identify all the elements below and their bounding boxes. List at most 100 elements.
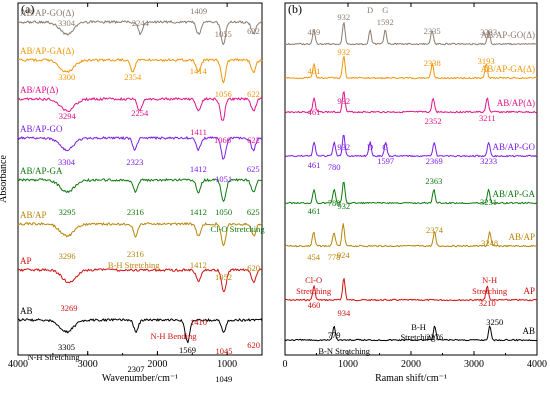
peak-annotation: 1412 <box>190 260 207 270</box>
plot-frame <box>17 2 263 356</box>
peak-annotation: 1409 <box>190 6 207 16</box>
peak-annotation: 3248 <box>481 238 498 248</box>
peak-annotation: 1412 <box>190 164 207 174</box>
peak-annotation: 3305 <box>58 342 75 352</box>
series-label: AB/AP <box>20 210 47 220</box>
series-label: AP <box>523 286 535 296</box>
series-label: AB <box>522 326 535 336</box>
peak-annotation: 1051 <box>215 174 232 184</box>
series-line-7 <box>17 318 263 344</box>
peak-annotation: 778 <box>328 252 341 262</box>
x-tick-label: 2000 <box>401 359 421 370</box>
peak-annotation: N-H <box>482 275 497 285</box>
peak-annotation: 461 <box>308 206 321 216</box>
peak-annotation: 3211 <box>479 113 496 123</box>
peak-annotation: Stretching <box>400 332 436 342</box>
peak-annotation: 625 <box>247 207 260 217</box>
peak-annotation: 3233 <box>480 27 497 37</box>
series-line-3 <box>17 136 263 160</box>
x-tick-label: 1000 <box>217 359 237 370</box>
peak-annotation: 1049 <box>215 374 232 384</box>
x-tick-label: 1000 <box>338 359 358 370</box>
y-axis-title: Absorbance <box>0 155 9 203</box>
x-tick-label: 4000 <box>8 359 28 370</box>
series-line-3 <box>284 134 538 158</box>
peak-annotation: 2307 <box>128 364 145 374</box>
series-line-2 <box>18 97 263 121</box>
peak-annotation: Stretching <box>296 286 332 296</box>
peak-annotation: 2363 <box>425 176 442 186</box>
series-label: AB <box>20 306 33 316</box>
peak-annotation: 461 <box>308 160 321 170</box>
peak-annotation: 779 <box>328 330 341 340</box>
peak-annotation: 2254 <box>131 108 149 118</box>
series-line-1 <box>284 56 538 80</box>
peak-annotation: 625 <box>247 164 260 174</box>
series-line-7 <box>284 325 538 342</box>
peak-annotation: 2352 <box>425 116 442 126</box>
peak-annotation: N-H Bending <box>150 331 197 341</box>
peak-annotation: B-H Stretching <box>108 260 160 270</box>
peak-annotation: 3300 <box>58 72 75 82</box>
peak-annotation: 932 <box>337 201 350 211</box>
panel-label: (b) <box>288 2 302 16</box>
peak-annotation: 932 <box>337 47 350 57</box>
series-label: AB/AP <box>508 232 535 242</box>
plot-frame <box>284 2 538 356</box>
series-line-4 <box>284 181 538 205</box>
series-line-0 <box>17 20 263 45</box>
peak-annotation: B-H <box>411 322 426 332</box>
peak-annotation: 3269 <box>60 303 77 313</box>
peak-annotation: 620 <box>247 263 260 273</box>
series-label: AB/AP-GO <box>492 142 535 152</box>
peak-annotation: 2374 <box>426 225 444 235</box>
peak-annotation: 3193 <box>478 56 495 66</box>
peak-annotation: 780 <box>328 162 341 172</box>
series-label: AB/AP-GA(Δ) <box>20 46 74 56</box>
peak-annotation: 3233 <box>480 156 497 166</box>
peak-annotation: 1412 <box>190 207 207 217</box>
series-line-6 <box>17 268 263 292</box>
series-label: AB/AP-GO <box>20 124 63 134</box>
peak-annotation: 622 <box>247 135 260 145</box>
panel-label: (a) <box>21 2 34 16</box>
peak-annotation: 2338 <box>424 58 441 68</box>
series-line-2 <box>284 91 538 114</box>
series-line-6 <box>284 278 538 302</box>
peak-annotation: 620 <box>247 340 260 350</box>
peak-annotation: 1052 <box>215 272 232 282</box>
peak-annotation: 2316 <box>127 207 144 217</box>
x-tick-label: 0 <box>283 359 288 370</box>
peak-annotation: B-N Stretching <box>318 346 370 356</box>
peak-annotation: 1569 <box>179 345 196 355</box>
peak-annotation: 3210 <box>479 298 496 308</box>
peak-annotation: 924 <box>337 250 351 260</box>
peak-annotation: 3304 <box>58 18 76 28</box>
series-line-1 <box>17 58 263 84</box>
peak-annotation: 1597 <box>377 156 394 166</box>
series-label: AB/AP-GA <box>492 189 535 199</box>
series-label: AB/AP-GA(Δ) <box>481 64 535 74</box>
peak-annotation: 932 <box>337 142 350 152</box>
peak-annotation: 932 <box>337 12 350 22</box>
peak-annotation: 1410 <box>190 317 207 327</box>
peak-annotation: 1056 <box>215 89 232 99</box>
x-axis-title: Raman shift/cm⁻¹ <box>375 373 447 384</box>
peak-annotation: 622 <box>247 26 260 36</box>
series-label: AB/AP-GO(Δ) <box>20 8 74 18</box>
peak-annotation: Cl-O <box>305 275 322 285</box>
peak-annotation: 2354 <box>124 72 142 82</box>
peak-annotation: 2335 <box>424 26 441 36</box>
peak-annotation: 461 <box>308 107 321 117</box>
peak-annotation: G <box>382 5 388 15</box>
series-line-5 <box>284 223 538 248</box>
x-tick-label: 2000 <box>147 359 167 370</box>
series-label: AP <box>20 256 32 266</box>
peak-annotation: 461 <box>308 66 321 76</box>
series-label: AB/AP(Δ) <box>20 85 58 95</box>
peak-annotation: 780 <box>328 198 341 208</box>
x-tick-label: 3000 <box>464 359 484 370</box>
chart-panel-raman: 0 1000 2000 3000 4000 Raman shift/cm⁻¹ (b) AB/A… <box>283 2 548 384</box>
peak-annotation: 1050 <box>215 207 232 217</box>
peak-annotation: 3294 <box>59 111 77 121</box>
